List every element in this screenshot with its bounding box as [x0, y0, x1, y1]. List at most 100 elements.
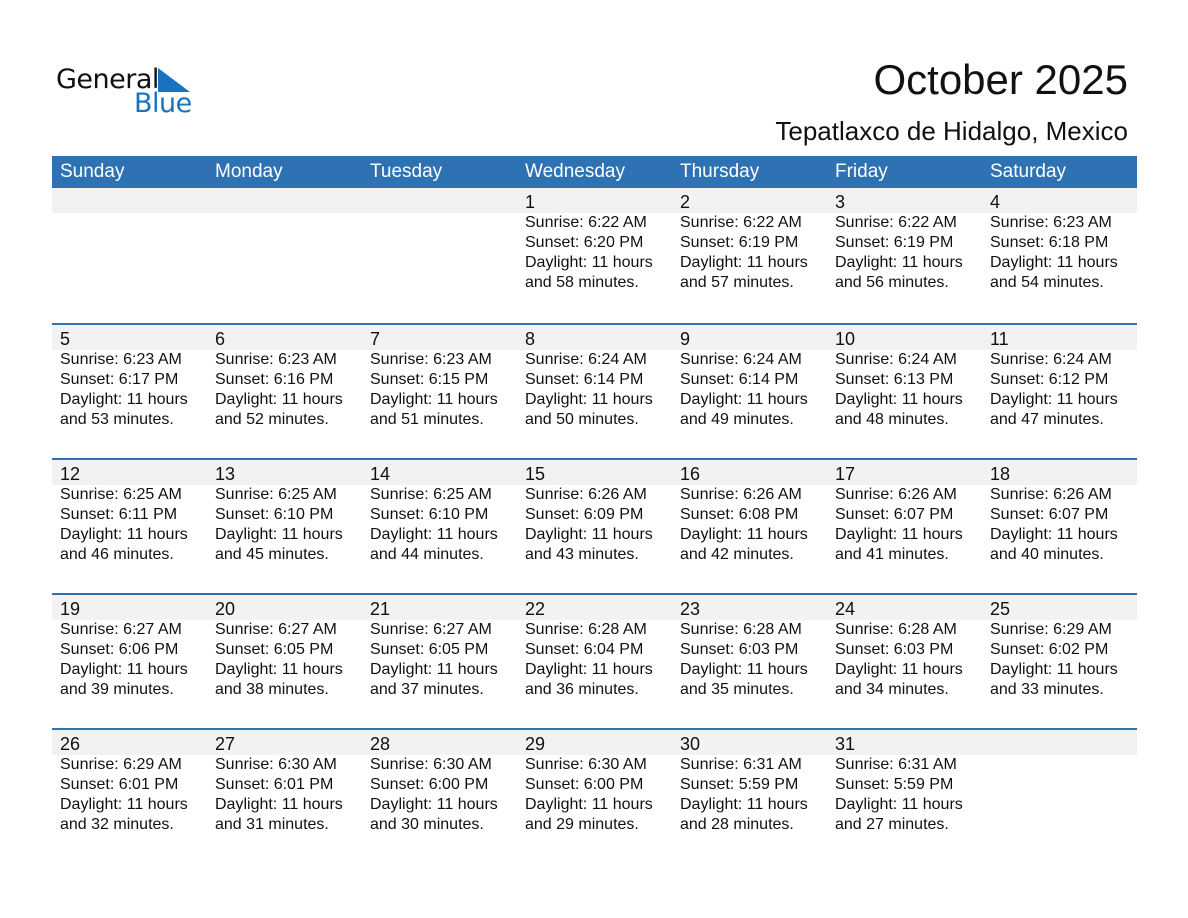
sunrise-text: Sunrise: 6:27 AM: [215, 621, 337, 638]
day-cell: 21 Sunrise: 6:27 AM Sunset: 6:05 PM Dayligh…: [362, 595, 517, 728]
sunset-text: Sunset: 6:20 PM: [525, 234, 644, 251]
sunset-text: Sunset: 6:09 PM: [525, 506, 644, 523]
daylight-minutes-text: and 56 minutes.: [835, 274, 949, 291]
weekday-saturday: Saturday: [990, 161, 1067, 182]
daylight-minutes-text: and 32 minutes.: [60, 816, 174, 833]
day-number: 3: [835, 192, 846, 212]
day-number: 8: [525, 329, 536, 349]
day-number: 12: [60, 464, 81, 484]
daylight-text: Daylight: 11 hours: [525, 661, 653, 678]
day-number: 20: [215, 599, 236, 619]
daylight-text: Daylight: 11 hours: [990, 391, 1118, 408]
sunrise-text: Sunrise: 6:24 AM: [680, 351, 802, 368]
day-number-band: [52, 730, 1137, 755]
sunrise-text: Sunrise: 6:24 AM: [835, 351, 957, 368]
weekday-header: Sunday Monday Tuesday Wednesday Thursday Frid…: [52, 156, 1137, 188]
sunset-text: Sunset: 6:16 PM: [215, 371, 334, 388]
daylight-minutes-text: and 36 minutes.: [525, 681, 639, 698]
day-number: 16: [680, 464, 701, 484]
sunrise-text: Sunrise: 6:26 AM: [835, 486, 957, 503]
sunset-text: Sunset: 6:05 PM: [370, 641, 489, 658]
day-cell: 15 Sunrise: 6:26 AM Sunset: 6:09 PM Dayligh…: [517, 460, 672, 593]
page-title: October 2025: [873, 56, 1128, 103]
day-cell: 29 Sunrise: 6:30 AM Sunset: 6:00 PM Dayligh…: [517, 730, 672, 863]
day-cell: 6 Sunrise: 6:23 AM Sunset: 6:16 PM Daylight…: [207, 325, 362, 458]
day-number: 17: [835, 464, 856, 484]
day-cell: 7 Sunrise: 6:23 AM Sunset: 6:15 PM Daylight…: [362, 325, 517, 458]
sunrise-text: Sunrise: 6:26 AM: [525, 486, 647, 503]
empty-day-cell: [207, 188, 362, 323]
daylight-text: Daylight: 11 hours: [60, 796, 188, 813]
day-number-band: [52, 188, 1137, 213]
daylight-text: Daylight: 11 hours: [215, 526, 343, 543]
daylight-minutes-text: and 45 minutes.: [215, 546, 329, 563]
sunset-text: Sunset: 6:18 PM: [990, 234, 1109, 251]
weekday-sunday: Sunday: [60, 161, 125, 182]
daylight-text: Daylight: 11 hours: [680, 391, 808, 408]
week-row: 1 Sunrise: 6:22 AM Sunset: 6:20 PM Daylight…: [52, 188, 1137, 323]
day-number-band: [52, 325, 1137, 350]
sunset-text: Sunset: 6:11 PM: [60, 506, 178, 523]
sunrise-text: Sunrise: 6:29 AM: [990, 621, 1112, 638]
daylight-minutes-text: and 51 minutes.: [370, 411, 484, 428]
day-number: 10: [835, 329, 856, 349]
day-number: 18: [990, 464, 1011, 484]
day-number: 15: [525, 464, 546, 484]
daylight-minutes-text: and 40 minutes.: [990, 546, 1104, 563]
sunrise-text: Sunrise: 6:23 AM: [990, 214, 1112, 231]
sunrise-text: Sunrise: 6:30 AM: [370, 756, 492, 773]
logo-word-general: General: [56, 64, 159, 95]
daylight-minutes-text: and 48 minutes.: [835, 411, 949, 428]
sunset-text: Sunset: 6:01 PM: [60, 776, 179, 793]
daylight-text: Daylight: 11 hours: [525, 796, 653, 813]
day-cell: 18 Sunrise: 6:26 AM Sunset: 6:07 PM Dayligh…: [982, 460, 1137, 593]
day-number: 23: [680, 599, 701, 619]
sunrise-text: Sunrise: 6:23 AM: [60, 351, 182, 368]
sunset-text: Sunset: 6:14 PM: [525, 371, 644, 388]
day-cell: 14 Sunrise: 6:25 AM Sunset: 6:10 PM Dayligh…: [362, 460, 517, 593]
day-number: 26: [60, 734, 81, 754]
day-number: 21: [370, 599, 391, 619]
sunrise-text: Sunrise: 6:23 AM: [215, 351, 337, 368]
daylight-text: Daylight: 11 hours: [680, 526, 808, 543]
weekday-friday: Friday: [835, 161, 888, 182]
day-number: 14: [370, 464, 391, 484]
daylight-text: Daylight: 11 hours: [215, 796, 343, 813]
daylight-minutes-text: and 33 minutes.: [990, 681, 1104, 698]
daylight-text: Daylight: 11 hours: [680, 796, 808, 813]
sunset-text: Sunset: 6:02 PM: [990, 641, 1109, 658]
sunrise-text: Sunrise: 6:29 AM: [60, 756, 182, 773]
sunset-text: Sunset: 6:07 PM: [835, 506, 954, 523]
daylight-text: Daylight: 11 hours: [680, 661, 808, 678]
day-cell: 20 Sunrise: 6:27 AM Sunset: 6:05 PM Dayligh…: [207, 595, 362, 728]
day-number: 31: [835, 734, 856, 754]
daylight-text: Daylight: 11 hours: [215, 391, 343, 408]
day-number-band: [52, 460, 1137, 485]
day-cell: 8 Sunrise: 6:24 AM Sunset: 6:14 PM Daylight…: [517, 325, 672, 458]
daylight-minutes-text: and 37 minutes.: [370, 681, 484, 698]
sunset-text: Sunset: 6:07 PM: [990, 506, 1109, 523]
day-cell: 26 Sunrise: 6:29 AM Sunset: 6:01 PM Dayligh…: [52, 730, 207, 863]
logo-triangle-icon: [158, 68, 190, 92]
daylight-minutes-text: and 44 minutes.: [370, 546, 484, 563]
daylight-text: Daylight: 11 hours: [60, 661, 188, 678]
sunrise-text: Sunrise: 6:25 AM: [370, 486, 492, 503]
sunset-text: Sunset: 6:05 PM: [215, 641, 334, 658]
day-number: 19: [60, 599, 81, 619]
day-cell: 30 Sunrise: 6:31 AM Sunset: 5:59 PM Dayligh…: [672, 730, 827, 863]
daylight-text: Daylight: 11 hours: [835, 796, 963, 813]
daylight-minutes-text: and 46 minutes.: [60, 546, 174, 563]
sunset-text: Sunset: 6:06 PM: [60, 641, 179, 658]
sunrise-text: Sunrise: 6:28 AM: [835, 621, 957, 638]
sunrise-text: Sunrise: 6:28 AM: [680, 621, 802, 638]
daylight-text: Daylight: 11 hours: [370, 526, 498, 543]
day-number: 28: [370, 734, 391, 754]
day-cell: 24 Sunrise: 6:28 AM Sunset: 6:03 PM Dayligh…: [827, 595, 982, 728]
day-cell: 16 Sunrise: 6:26 AM Sunset: 6:08 PM Dayligh…: [672, 460, 827, 593]
empty-day-cell: [52, 188, 207, 323]
sunset-text: Sunset: 6:12 PM: [990, 371, 1109, 388]
sunrise-text: Sunrise: 6:30 AM: [215, 756, 337, 773]
day-number: 25: [990, 599, 1011, 619]
daylight-minutes-text: and 43 minutes.: [525, 546, 639, 563]
day-cell: 19 Sunrise: 6:27 AM Sunset: 6:06 PM Dayligh…: [52, 595, 207, 728]
